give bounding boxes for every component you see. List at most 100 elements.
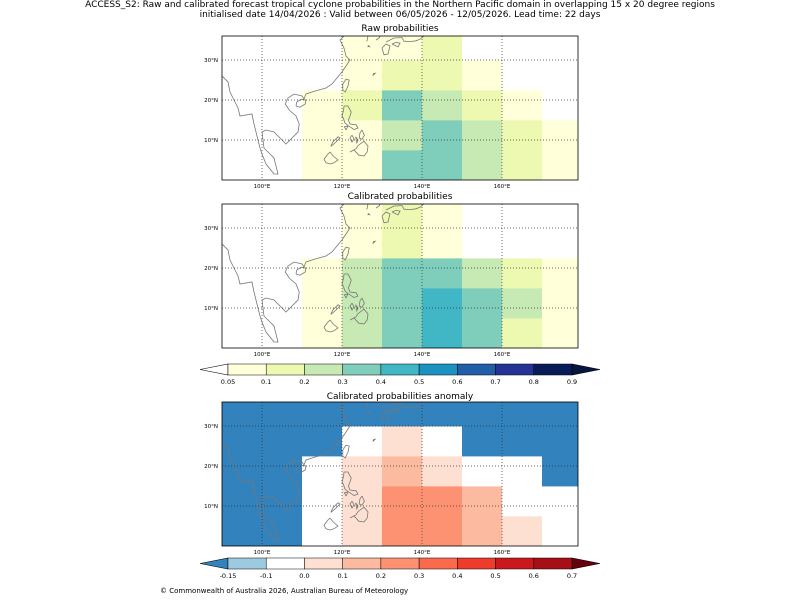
anomaly-cell (382, 516, 423, 546)
calibrated-cell (422, 204, 463, 229)
anom-colorbar-under-triangle (199, 557, 229, 570)
anom-colorbar-swatch (380, 557, 420, 570)
raw-x-tick-label: 120°E (334, 184, 351, 190)
coastline (385, 402, 425, 409)
raw-y-tick-label: 10°N (204, 138, 218, 144)
anomaly-cell (462, 516, 503, 546)
raw-frame (221, 35, 579, 181)
coastline (366, 204, 369, 210)
anom-colorbar-swatch (265, 557, 305, 570)
coastline (341, 105, 359, 131)
raw-cell (462, 150, 503, 180)
calibrated-x-tick-label: 160°E (494, 352, 511, 358)
raw-cell (462, 120, 503, 151)
anomaly-cell (422, 402, 463, 427)
anom-colorbar-tick-label: 0.5 (490, 572, 500, 580)
calibrated-cell (342, 318, 383, 348)
calibrated-cell (382, 318, 423, 348)
raw-cell (382, 60, 423, 91)
calibrated-x-tick-label: 140°E (414, 352, 431, 358)
anomaly-cell (382, 402, 423, 427)
calibrated-cell (462, 288, 503, 319)
calibrated-cell (462, 204, 503, 229)
raw-cell (422, 120, 463, 151)
raw-x-tick-label: 160°E (494, 184, 511, 190)
calibrated-cell (302, 258, 343, 289)
coastline (358, 495, 365, 506)
coastline (349, 140, 369, 157)
anomaly-cell (502, 456, 543, 487)
coastline (375, 36, 381, 41)
raw-cell (302, 90, 343, 121)
raw-cell (542, 120, 578, 151)
anomaly-cell (382, 426, 423, 457)
calibrated-cell (342, 258, 383, 289)
anomaly-cell (422, 516, 463, 546)
raw-cell (542, 36, 578, 61)
coastline (330, 502, 341, 513)
anomaly-cell (302, 456, 343, 487)
anom-colorbar-tick-label: 0.6 (529, 572, 539, 580)
prob-colorbar-swatch (533, 363, 573, 376)
calibrated-cell (302, 288, 343, 319)
coastline (341, 471, 359, 497)
calibrated-y-tick-label: 10°N (204, 306, 218, 312)
calibrated-x-tick-label: 120°E (334, 352, 351, 358)
calibrated-plot-area (222, 204, 578, 348)
raw-cell (342, 120, 383, 151)
raw-cell (502, 60, 543, 91)
anomaly-cell (342, 402, 383, 427)
prob-colorbar-tick-label: 0.8 (529, 378, 539, 386)
calibrated-cell (542, 288, 578, 319)
prob-colorbar-tick-label: 0.3 (337, 378, 347, 386)
calibrated-y-tick-label: 30°N (204, 226, 218, 232)
raw-cell (502, 36, 543, 61)
anomaly-x-tick-label: 140°E (414, 550, 431, 556)
coastline (323, 517, 339, 531)
anomaly-cell (422, 456, 463, 487)
prob-colorbar-under-triangle (199, 363, 229, 376)
calibrated-cell (502, 288, 543, 319)
coastline (375, 402, 381, 407)
prob-colorbar-over-triangle (571, 363, 601, 376)
calibrated-cell (302, 228, 343, 259)
coastline (343, 293, 349, 299)
calibrated-cell (382, 288, 423, 319)
anomaly-y-tick-label: 30°N (204, 424, 218, 430)
raw-cell (342, 150, 383, 180)
coastline (367, 411, 371, 414)
anomaly-cell (302, 426, 343, 457)
anomaly-x-tick-label: 160°E (494, 550, 511, 556)
coastline (381, 409, 391, 422)
coastline (330, 304, 341, 315)
coastline (391, 407, 401, 414)
calibrated-cell (342, 204, 383, 229)
anomaly-cell (302, 486, 343, 517)
prob-colorbar-tick-label: 0.05 (221, 378, 235, 386)
coastline (358, 297, 365, 308)
calibrated-cell (342, 288, 383, 319)
calibrated-cell (462, 258, 503, 289)
calibrated-cell (422, 258, 463, 289)
coastline (355, 304, 359, 313)
coastline (372, 240, 377, 244)
calibrated-cell (382, 258, 423, 289)
raw-cell (342, 60, 383, 91)
anomaly-plot-area (222, 402, 578, 546)
figure-title-line-2: initialised date 14/04/2026 : Valid betw… (199, 10, 601, 20)
coastline (381, 211, 391, 224)
calibrated-cell (302, 204, 343, 229)
calibrated-cell (382, 204, 423, 229)
prob-colorbar-swatch (495, 363, 535, 376)
raw-cell (382, 36, 423, 61)
raw-cell (302, 36, 343, 61)
calibrated-cell (502, 204, 543, 229)
anom-colorbar-swatch (418, 557, 458, 570)
coastline (384, 402, 385, 403)
prob-colorbar-tick-label: 0.2 (299, 378, 309, 386)
anomaly-y-tick-label: 20°N (204, 464, 218, 470)
calibrated-cell (542, 318, 578, 348)
anom-colorbar-tick-label: 0.3 (414, 572, 424, 580)
anomaly-cell (342, 426, 383, 457)
